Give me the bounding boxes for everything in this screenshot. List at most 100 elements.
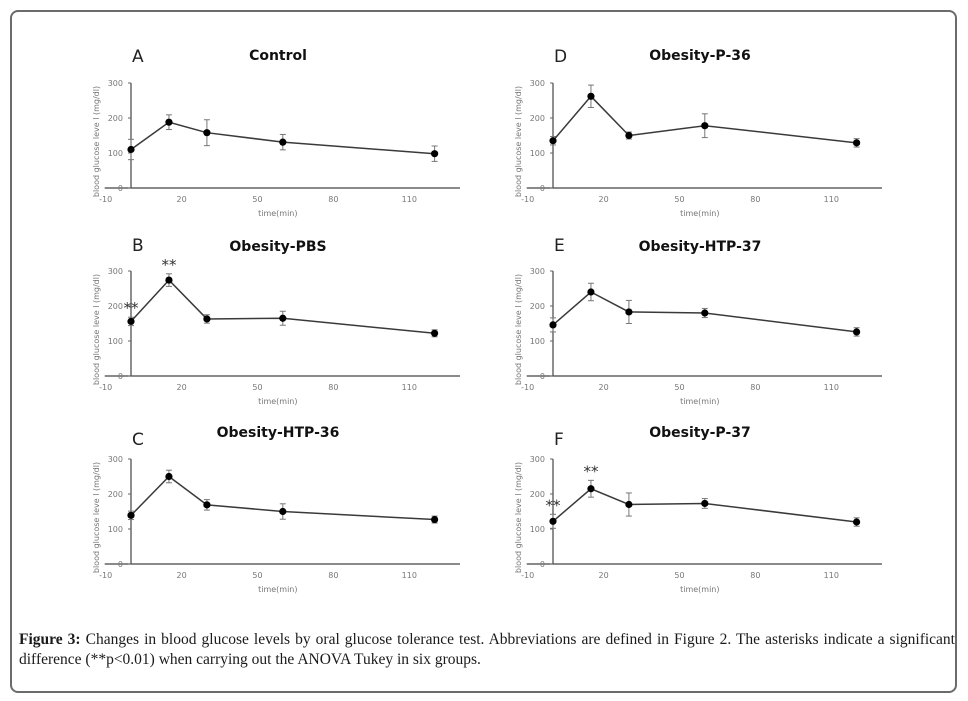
- y-axis-label: blood glucose leve l (mg/dl): [514, 274, 523, 385]
- x-tick-label: -10: [521, 571, 534, 580]
- y-tick-label: 100: [530, 525, 545, 534]
- x-tick-label: 50: [674, 571, 684, 580]
- data-point: [853, 139, 861, 147]
- x-tick-label: 110: [402, 383, 417, 392]
- y-tick-label: 100: [530, 149, 545, 158]
- data-point: [279, 314, 287, 322]
- x-tick-label: 50: [252, 383, 262, 392]
- x-tick-label: 20: [177, 195, 187, 204]
- y-tick-label: 100: [108, 337, 123, 346]
- x-tick-label: -10: [521, 383, 534, 392]
- y-tick-label: 100: [108, 525, 123, 534]
- chart-panel-e: E Obesity-HTP-37 0 100 200 300 -10 20 50 80 110 tim…: [514, 236, 882, 406]
- data-point: [279, 138, 287, 146]
- y-tick-label: 0: [118, 372, 123, 381]
- y-tick-label: 200: [108, 302, 123, 311]
- data-point: [165, 276, 173, 284]
- x-tick-label: -10: [521, 195, 534, 204]
- panel-title: Obesity-P-36: [649, 48, 751, 64]
- x-tick-label: 110: [402, 195, 417, 204]
- panel-letter: C: [132, 430, 144, 450]
- panel-letter: D: [554, 47, 567, 67]
- figure-caption: Figure 3: Changes in blood glucose level…: [19, 630, 955, 670]
- x-tick-label: 20: [599, 195, 609, 204]
- y-axis-label: blood glucose leve l (mg/dl): [514, 462, 523, 573]
- x-tick-label: 110: [402, 571, 417, 580]
- data-point: [165, 118, 173, 126]
- panel-title: Obesity-HTP-36: [217, 425, 340, 441]
- caption-label: Figure 3:: [19, 631, 81, 648]
- y-tick-label: 0: [118, 560, 123, 569]
- panel-title: Obesity-P-37: [649, 425, 751, 441]
- y-tick-label: 0: [540, 184, 545, 193]
- x-axis-label: time(min): [680, 397, 719, 406]
- data-point: [203, 501, 211, 509]
- y-tick-label: 100: [530, 337, 545, 346]
- y-tick-label: 0: [540, 560, 545, 569]
- figure-frame: [10, 10, 957, 693]
- x-axis-label: time(min): [258, 209, 297, 218]
- y-tick-label: 300: [108, 455, 123, 464]
- x-tick-label: 20: [599, 383, 609, 392]
- significance-marker: **: [161, 256, 177, 274]
- x-tick-label: 50: [674, 383, 684, 392]
- y-tick-label: 0: [540, 372, 545, 381]
- y-tick-label: 300: [530, 455, 545, 464]
- data-point: [165, 472, 173, 481]
- y-tick-label: 0: [118, 184, 123, 193]
- y-tick-label: 200: [530, 114, 545, 123]
- panel-title: Control: [249, 48, 307, 64]
- y-axis-label: blood glucose leve l (mg/dl): [92, 274, 101, 385]
- data-point: [587, 288, 595, 296]
- x-tick-label: 110: [824, 571, 839, 580]
- x-tick-label: 110: [824, 195, 839, 204]
- data-point: [853, 518, 861, 526]
- y-tick-label: 300: [108, 267, 123, 276]
- x-tick-label: -10: [99, 571, 112, 580]
- data-point: [549, 321, 557, 329]
- data-point: [549, 137, 557, 145]
- y-tick-label: 200: [108, 114, 123, 123]
- data-point: [203, 315, 211, 323]
- chart-panel-a: A Control 0 100 200 300 -10 20 50 80 110 time(min) b…: [92, 47, 460, 218]
- x-axis-label: time(min): [258, 397, 297, 406]
- data-point: [853, 328, 861, 336]
- chart-panel-f: F Obesity-P-37 0 100 200 300 -10 20 50 80 110 time(…: [514, 425, 882, 594]
- chart-panel-d: D Obesity-P-36 0 100 200 300 -10 20 50 80 110 time(…: [514, 47, 882, 218]
- x-tick-label: -10: [99, 383, 112, 392]
- x-tick-label: 80: [750, 195, 760, 204]
- y-tick-label: 200: [530, 302, 545, 311]
- data-point: [431, 515, 439, 524]
- data-point: [127, 511, 135, 519]
- y-axis-label: blood glucose leve l (mg/dl): [92, 462, 101, 573]
- y-tick-label: 200: [530, 490, 545, 499]
- data-point: [625, 308, 633, 316]
- data-point: [587, 485, 595, 493]
- y-axis-label: blood glucose leve l (mg/dl): [514, 86, 523, 197]
- data-point: [127, 317, 135, 325]
- y-tick-label: 300: [530, 267, 545, 276]
- data-point: [625, 500, 633, 509]
- data-point: [203, 129, 211, 137]
- y-tick-label: 300: [530, 79, 545, 88]
- x-tick-label: 80: [750, 383, 760, 392]
- significance-marker: **: [583, 462, 599, 480]
- significance-marker: **: [546, 496, 562, 514]
- data-point: [431, 150, 439, 158]
- x-axis-label: time(min): [258, 585, 297, 594]
- y-tick-label: 100: [108, 149, 123, 158]
- caption-text: Changes in blood glucose levels by oral …: [19, 631, 955, 668]
- panel-title: Obesity-HTP-37: [639, 239, 762, 255]
- x-tick-label: 80: [328, 195, 338, 204]
- significance-marker: **: [124, 299, 140, 317]
- y-axis-label: blood glucose leve l (mg/dl): [92, 86, 101, 197]
- panel-letter: E: [554, 236, 565, 256]
- x-tick-label: 50: [252, 195, 262, 204]
- x-axis-label: time(min): [680, 209, 719, 218]
- data-point: [127, 145, 135, 154]
- data-point: [701, 122, 709, 130]
- x-tick-label: 80: [750, 571, 760, 580]
- panel-letter: A: [132, 47, 144, 67]
- data-point: [279, 507, 287, 516]
